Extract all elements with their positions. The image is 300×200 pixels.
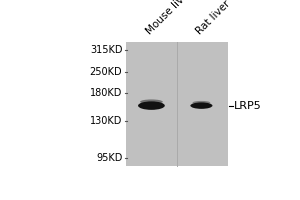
Text: Rat liver: Rat liver bbox=[194, 0, 232, 36]
Text: LRP5: LRP5 bbox=[234, 101, 262, 111]
Ellipse shape bbox=[193, 101, 210, 104]
Ellipse shape bbox=[140, 99, 163, 104]
Ellipse shape bbox=[190, 102, 212, 109]
Text: 180KD: 180KD bbox=[90, 88, 122, 98]
Text: 130KD: 130KD bbox=[90, 116, 122, 126]
Bar bbox=[126, 42, 228, 166]
Text: Mouse liver: Mouse liver bbox=[144, 0, 194, 36]
Text: 250KD: 250KD bbox=[90, 67, 122, 77]
Text: 315KD: 315KD bbox=[90, 45, 122, 55]
Text: 95KD: 95KD bbox=[96, 153, 122, 163]
Ellipse shape bbox=[138, 101, 165, 110]
